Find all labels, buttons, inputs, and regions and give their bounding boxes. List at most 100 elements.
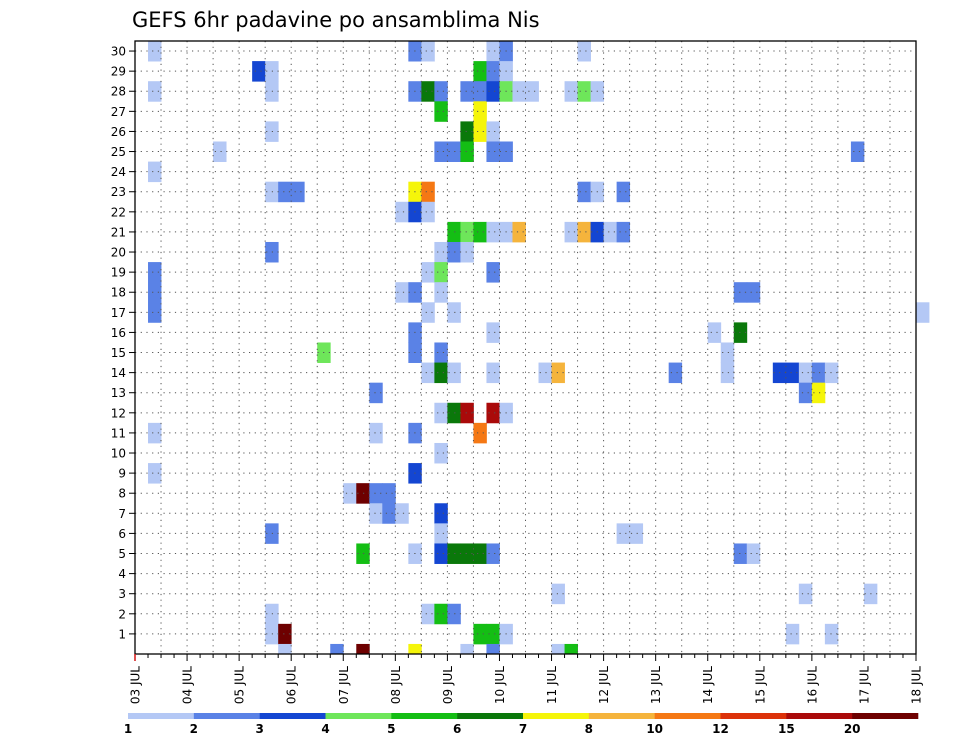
x-axis: 03 JUL 04 JUL 05 JUL 06 JUL 07 JUL 08 JUL 09 J… <box>129 654 924 704</box>
heat-cell <box>486 543 500 564</box>
heat-cell <box>486 221 500 243</box>
heat-cell <box>473 543 487 564</box>
heat-cell <box>421 362 435 384</box>
heat-cell <box>564 221 578 243</box>
heat-cell <box>798 382 813 404</box>
y-tick-label: 3 <box>118 587 126 601</box>
heat-cell <box>746 543 761 564</box>
heat-cell <box>616 181 631 203</box>
heat-cell <box>551 583 565 605</box>
heat-cell <box>473 422 487 444</box>
heat-cell <box>577 221 591 243</box>
y-tick-label: 4 <box>118 567 126 581</box>
x-tick-label: 05 JUL <box>233 666 247 704</box>
colorbar-swatch <box>193 713 260 719</box>
heat-cell <box>421 181 435 203</box>
heat-cell <box>473 101 487 122</box>
heat-cell <box>421 41 435 62</box>
heat-cell <box>720 342 735 363</box>
colorbar-label: 5 <box>387 722 395 736</box>
heat-cell <box>382 503 396 524</box>
heat-cell <box>434 141 448 162</box>
heat-cell <box>577 81 591 102</box>
heat-cell <box>434 101 448 122</box>
x-tick-label: 06 JUL <box>285 666 299 704</box>
y-tick-label: 2 <box>118 607 126 621</box>
x-tick-label: 15 JUL <box>753 666 767 704</box>
colorbar-label: 1 <box>124 722 132 736</box>
heat-cell <box>434 342 448 363</box>
heat-cell <box>447 221 461 243</box>
chart-title: GEFS 6hr padavine po ansamblima Nis <box>132 8 540 32</box>
colorbar-label: 20 <box>844 722 861 736</box>
y-tick-label: 22 <box>111 205 126 219</box>
y-tick-label: 5 <box>118 547 126 561</box>
y-tick-label: 7 <box>118 507 126 521</box>
heat-cell <box>746 282 761 303</box>
y-tick-label: 19 <box>111 266 126 280</box>
heat-cell <box>447 402 461 424</box>
y-tick-label: 29 <box>111 65 126 79</box>
heat-cell <box>148 463 162 484</box>
y-tick-label: 1 <box>118 627 126 641</box>
heat-cell <box>330 643 344 655</box>
colorbar-label: 6 <box>453 722 461 736</box>
heat-cell <box>916 302 930 323</box>
heat-cell <box>733 543 748 564</box>
heat-cell <box>447 141 461 162</box>
heat-cell <box>421 201 435 223</box>
x-tick-label: 18 JUL <box>910 666 924 704</box>
colorbar-swatch <box>588 713 655 719</box>
colorbar-swatch <box>523 713 590 719</box>
heat-cell <box>512 221 526 243</box>
heat-cell <box>577 41 591 62</box>
heat-cell <box>421 302 435 323</box>
x-tick-label: 14 JUL <box>701 666 715 704</box>
heat-cell <box>434 241 448 263</box>
heat-cell <box>551 362 565 384</box>
heat-cell <box>434 543 448 564</box>
heat-cell <box>460 81 474 102</box>
y-tick-label: 11 <box>111 426 126 440</box>
heat-cell <box>525 81 539 102</box>
x-tick-label: 17 JUL <box>857 666 871 704</box>
y-tick-label: 6 <box>118 527 126 541</box>
colorbar-label: 3 <box>255 722 263 736</box>
y-tick-label: 28 <box>111 85 126 99</box>
heat-cell <box>785 362 800 384</box>
heat-cell <box>434 362 448 384</box>
x-tick-label: 16 JUL <box>805 666 819 704</box>
heat-cell <box>668 362 683 384</box>
heat-cell <box>720 362 735 384</box>
heat-cell <box>707 322 722 343</box>
heat-cell <box>733 322 748 343</box>
y-tick-label: 8 <box>118 487 126 501</box>
colorbar-label: 10 <box>646 722 663 736</box>
heat-cell <box>148 41 162 62</box>
heat-cell <box>486 643 500 655</box>
y-tick-label: 14 <box>111 366 126 380</box>
heat-cell <box>733 282 748 303</box>
heat-cell <box>486 61 500 82</box>
heat-cell <box>148 422 162 444</box>
heat-cell <box>473 61 487 82</box>
heat-cell <box>447 603 461 625</box>
heat-cell <box>850 141 865 162</box>
heat-cell <box>486 141 500 162</box>
heat-cell <box>460 643 474 655</box>
heat-cell <box>434 262 448 283</box>
heat-cell <box>148 161 162 183</box>
heat-cell <box>447 241 461 263</box>
heat-cell <box>486 262 500 283</box>
heat-cell <box>408 643 422 655</box>
heat-cell <box>460 121 474 142</box>
heat-cell <box>811 382 826 404</box>
x-tick-label: 13 JUL <box>649 666 663 704</box>
heat-cell <box>512 81 526 102</box>
y-tick-label: 12 <box>111 406 126 420</box>
heat-cell <box>811 362 826 384</box>
heat-cell <box>447 302 461 323</box>
heat-cell <box>460 402 474 424</box>
heat-cell <box>629 523 644 544</box>
heat-cell <box>369 422 383 444</box>
